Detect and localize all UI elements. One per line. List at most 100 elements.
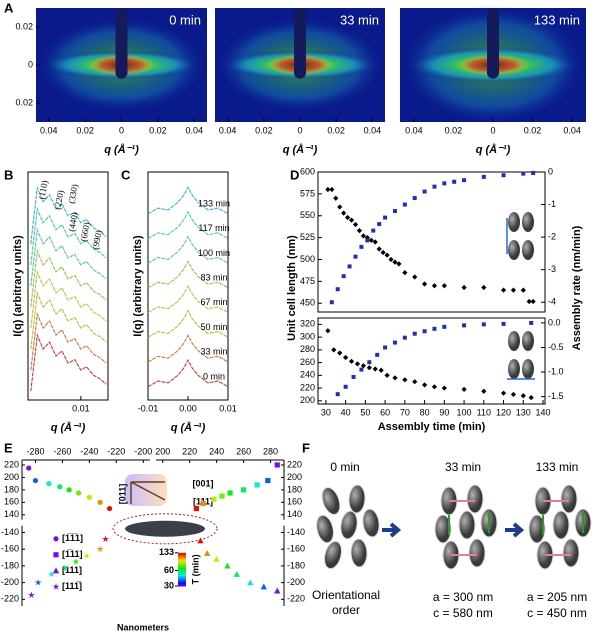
particle (468, 538, 486, 568)
point (274, 587, 281, 594)
y-tick-label: -2 (548, 231, 556, 241)
peak-label: (330) (66, 183, 79, 204)
particle (340, 510, 358, 540)
point (365, 238, 370, 243)
y-tick-label: 160 (4, 497, 19, 507)
curve (30, 311, 107, 371)
arrow (382, 522, 402, 538)
point (325, 186, 331, 193)
y-tick-label: 180 (4, 484, 19, 494)
x-tick-label: -260 (53, 446, 71, 456)
point (500, 287, 507, 293)
inset-particle (522, 331, 534, 351)
particle (362, 508, 380, 538)
point (351, 374, 356, 379)
y-tick-label: 280 (300, 344, 315, 354)
y-tick-label: -220 (1, 594, 19, 604)
point (402, 270, 408, 276)
point (46, 481, 52, 487)
x-tick-label: 30 (321, 407, 331, 417)
curve (30, 269, 107, 329)
x-axis-label: q (Å⁻¹) (476, 143, 511, 156)
inset-particle (522, 359, 534, 379)
x-axis-label: Assembly time (min) (378, 421, 486, 433)
x-tick-label: 0.01 (219, 403, 237, 413)
x-tick-label: 260 (236, 446, 251, 456)
particle (562, 538, 580, 568)
point (388, 256, 394, 263)
point (32, 477, 39, 484)
y-tick-label: 0.02 (15, 21, 33, 31)
y-tick-label: 0.0 (548, 317, 561, 327)
curve-label: 133 min (198, 198, 230, 208)
x-tick-label: 70 (400, 407, 410, 417)
y-tick-label: 160 (287, 497, 302, 507)
inset-particle (508, 331, 520, 351)
arrow (505, 522, 525, 538)
curve (147, 235, 229, 264)
point (366, 365, 372, 371)
y-tick-label: 575 (300, 188, 315, 198)
particle (528, 514, 546, 544)
x-tick-label: 130 (516, 407, 531, 417)
x-tick-label: -200 (134, 446, 152, 456)
time-label: 0 min (330, 460, 359, 474)
point (265, 477, 271, 484)
x-tick-label: 0.04 (405, 125, 423, 135)
panel-label: B (4, 167, 13, 182)
y2-axis-label: Assembly rate (nm/min) (571, 225, 583, 350)
point (392, 375, 398, 381)
inset-particle (522, 240, 534, 260)
x-tick-label: 0.04 (219, 125, 237, 135)
legend-label: [1̅1̅1] (62, 533, 83, 543)
point (526, 298, 532, 305)
bond (449, 500, 477, 556)
point (501, 173, 506, 178)
x-tick-label: 110 (477, 407, 491, 417)
y-tick-label: 0 (28, 59, 33, 69)
y-tick-label: 500 (300, 254, 315, 264)
y-tick-label: 200 (287, 472, 302, 482)
point (462, 323, 467, 328)
y-tick-label: -3 (548, 264, 556, 274)
point (462, 178, 467, 183)
x-tick-label: 100 (457, 407, 472, 417)
point (520, 393, 526, 399)
point (360, 363, 366, 369)
point (353, 254, 358, 259)
curve-label: 100 min (198, 248, 230, 258)
point (66, 487, 72, 493)
point (106, 505, 113, 512)
bond (448, 511, 490, 535)
point (531, 170, 536, 175)
x-tick-label: 120 (496, 407, 511, 417)
y-tick-label: 0 (548, 166, 553, 176)
particle (466, 484, 484, 514)
point (501, 321, 506, 326)
point (396, 261, 402, 267)
point (377, 222, 382, 227)
curve (30, 248, 107, 308)
x-tick-label: 40 (341, 407, 351, 417)
curve (30, 227, 107, 287)
y-axis-label: Unit cell length (nm) (286, 235, 298, 341)
x-tick-label: 280 (263, 446, 278, 456)
point (384, 252, 390, 258)
point (371, 228, 376, 233)
caption: a = 205 nm (527, 590, 587, 604)
point (376, 246, 382, 252)
axes-frame (317, 171, 546, 313)
curve (30, 206, 107, 266)
y-axis-label: I(q) (arbitrary units) (12, 235, 24, 337)
point (461, 284, 467, 291)
point (461, 386, 467, 392)
point (337, 350, 343, 356)
point (452, 179, 457, 184)
curve-label: 33 min (200, 347, 227, 357)
point (521, 171, 526, 176)
x-tick-label: 90 (439, 407, 449, 417)
beamstop (487, 8, 499, 79)
point (372, 239, 378, 245)
point (392, 209, 397, 214)
